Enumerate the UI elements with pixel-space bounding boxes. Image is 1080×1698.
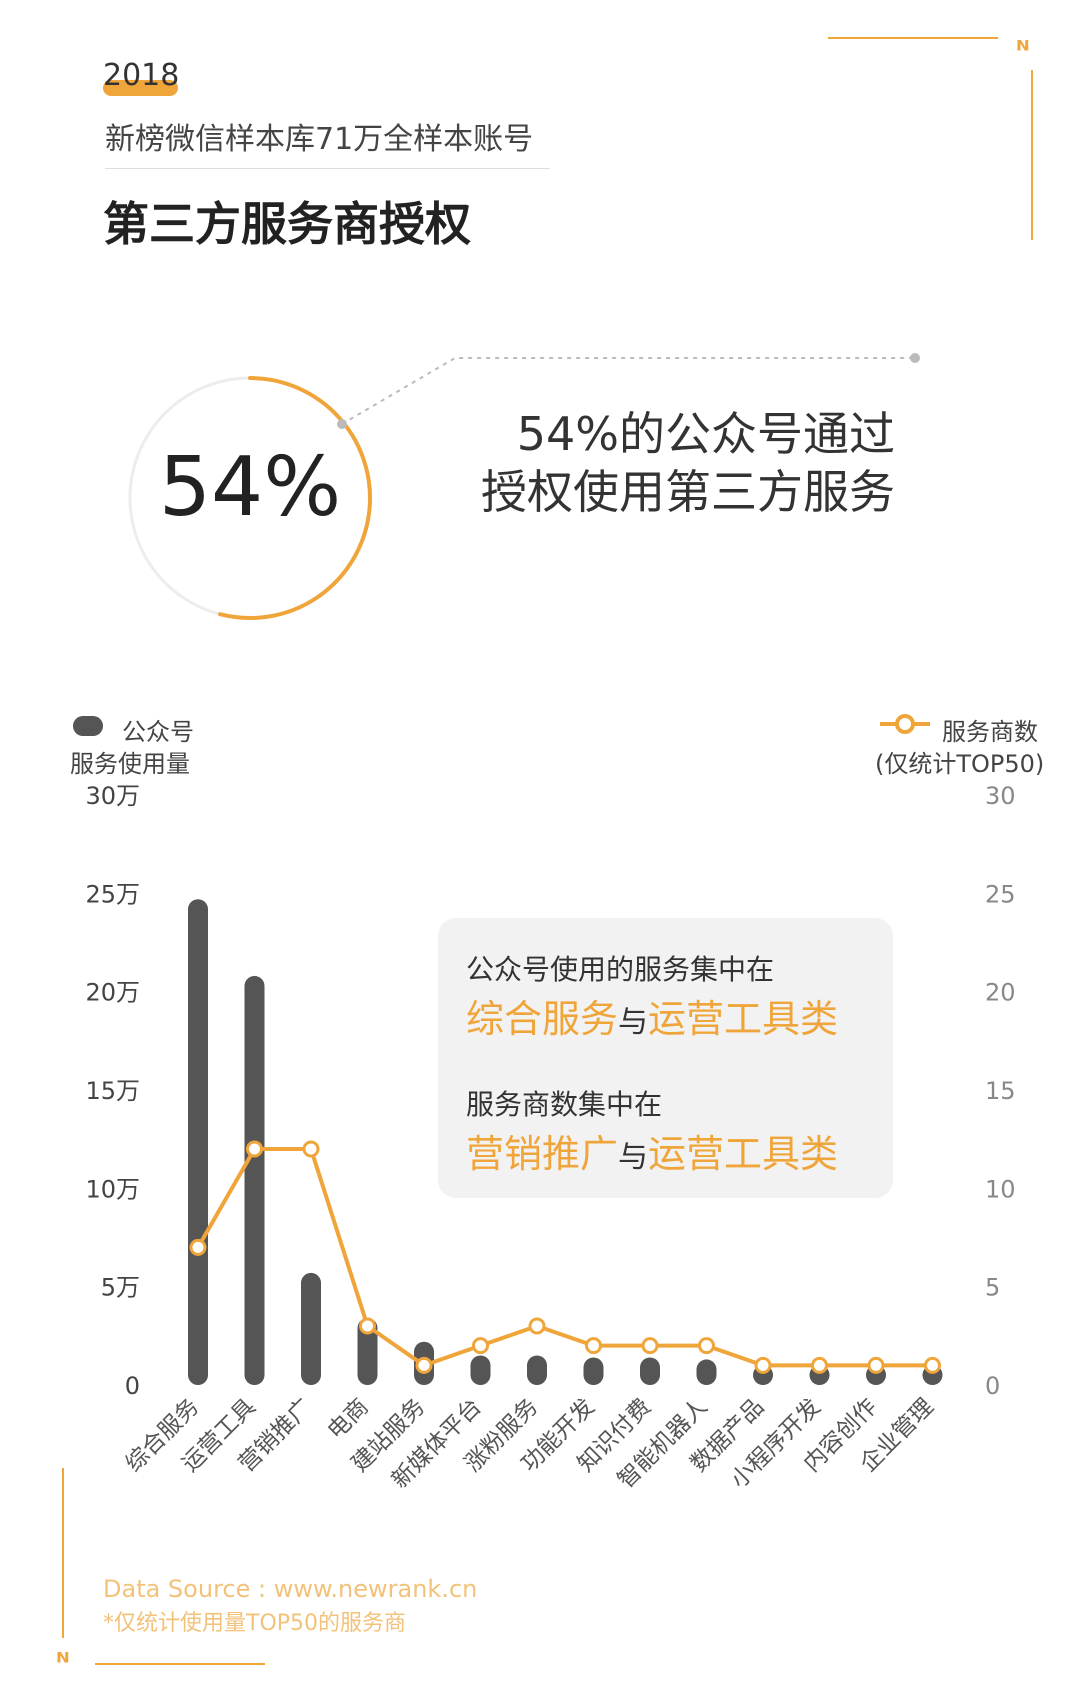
- brand-mark-icon: ᴺ: [56, 1648, 70, 1678]
- footnote: *仅统计使用量TOP50的服务商: [103, 1611, 407, 1636]
- year-label: 2018: [103, 58, 180, 93]
- decor-line-right: [1031, 70, 1033, 240]
- point-0: [189, 1238, 207, 1256]
- right-tick-label: 10: [985, 1175, 1016, 1203]
- callout-box: 公众号使用的服务集中在 综合服务与运营工具类 服务商数集中在 营销推广与运营工具…: [438, 918, 893, 1198]
- callout-and: 与: [618, 1005, 649, 1040]
- point-9: [698, 1337, 715, 1355]
- callout-highlight-1: 综合服务: [466, 997, 619, 1041]
- callout-line-3: 服务商数集中在: [466, 1088, 663, 1121]
- provider-count-line: [196, 1147, 933, 1368]
- point-6: [528, 1317, 546, 1335]
- decor-line-left: [62, 1468, 64, 1638]
- headline-line-2: 授权使用第三方服务: [481, 465, 895, 519]
- point-13: [924, 1356, 941, 1374]
- legend-right-line2: (仅统计TOP50): [875, 750, 1045, 778]
- callout-line-2: 综合服务与运营工具类: [466, 988, 838, 1043]
- callout-and: 与: [618, 1140, 649, 1175]
- bar-legend-swatch: [73, 716, 103, 736]
- callout-line-1: 公众号使用的服务集中在: [466, 953, 775, 986]
- point-7: [585, 1337, 602, 1355]
- page-title: 第三方服务商授权: [103, 197, 471, 251]
- right-tick-label: 30: [985, 782, 1016, 810]
- left-tick-label: 0: [125, 1372, 140, 1400]
- point-1: [246, 1140, 263, 1158]
- bar-6: [527, 1355, 547, 1385]
- brand-mark-icon: ᴺ: [1016, 36, 1030, 66]
- callout-highlight-3: 营销推广: [466, 1132, 619, 1176]
- bar-3: [357, 1318, 378, 1385]
- right-tick-label: 5: [985, 1274, 1000, 1302]
- bar-9: [696, 1359, 717, 1385]
- right-tick-label: 0: [985, 1372, 1000, 1400]
- bar-1: [244, 975, 265, 1385]
- headline: 54%的公众号通过 授权使用第三方服务: [440, 405, 895, 521]
- ring-progress-arc: [218, 376, 372, 620]
- headline-line-1: 54%的公众号通过: [516, 407, 895, 461]
- bar-series: [188, 899, 943, 1385]
- left-tick-label: 20万: [85, 979, 140, 1007]
- point-11: [811, 1356, 828, 1374]
- legend-right-line1: 服务商数: [942, 718, 1038, 746]
- connector-start-dot: [337, 419, 347, 429]
- bar-8: [640, 1357, 660, 1385]
- left-tick-label: 5万: [101, 1274, 140, 1302]
- left-tick-label: 15万: [85, 1077, 140, 1105]
- year-highlight: [103, 80, 178, 96]
- right-tick-label: 15: [985, 1077, 1016, 1105]
- decor-line-top: [828, 37, 998, 39]
- callout-line-4: 营销推广与运营工具类: [466, 1123, 838, 1178]
- left-tick-label: 10万: [85, 1175, 140, 1203]
- point-2: [302, 1140, 320, 1158]
- point-12: [867, 1356, 885, 1374]
- line-points: [189, 1140, 941, 1374]
- point-8: [641, 1337, 659, 1355]
- percent-value: 54%: [158, 440, 342, 535]
- connector-end-dot: [910, 353, 920, 363]
- bar-2: [301, 1272, 321, 1385]
- bar-7: [583, 1357, 604, 1385]
- bar-5: [470, 1355, 491, 1385]
- left-tick-label: 30万: [85, 782, 140, 810]
- legend-left-line1: 公众号: [122, 718, 194, 746]
- line-legend-swatch: [880, 714, 930, 734]
- point-10: [754, 1356, 772, 1374]
- category-label: 电商: [323, 1394, 374, 1445]
- left-axis-ticks: 0 5万 10万 15万 20万 25万 30万: [85, 782, 140, 1400]
- point-4: [415, 1356, 433, 1374]
- right-axis-ticks: 0 5 10 15 20 25 30: [985, 782, 1016, 1400]
- callout-highlight-4: 运营工具类: [648, 1132, 839, 1176]
- legend-left-line2: 服务使用量: [70, 750, 190, 778]
- right-tick-label: 25: [985, 880, 1016, 908]
- right-tick-label: 20: [985, 979, 1016, 1007]
- point-3: [359, 1317, 376, 1335]
- decor-line-bottom: [95, 1663, 265, 1665]
- data-source: Data Source : www.newrank.cn: [103, 1575, 478, 1603]
- point-5: [472, 1337, 489, 1355]
- left-tick-label: 25万: [85, 880, 140, 908]
- percent-ring: [128, 353, 920, 620]
- bar-0: [188, 899, 208, 1385]
- callout-highlight-2: 运营工具类: [648, 997, 839, 1041]
- subtitle: 新榜微信样本库71万全样本账号: [105, 122, 534, 157]
- header-divider: [105, 168, 550, 169]
